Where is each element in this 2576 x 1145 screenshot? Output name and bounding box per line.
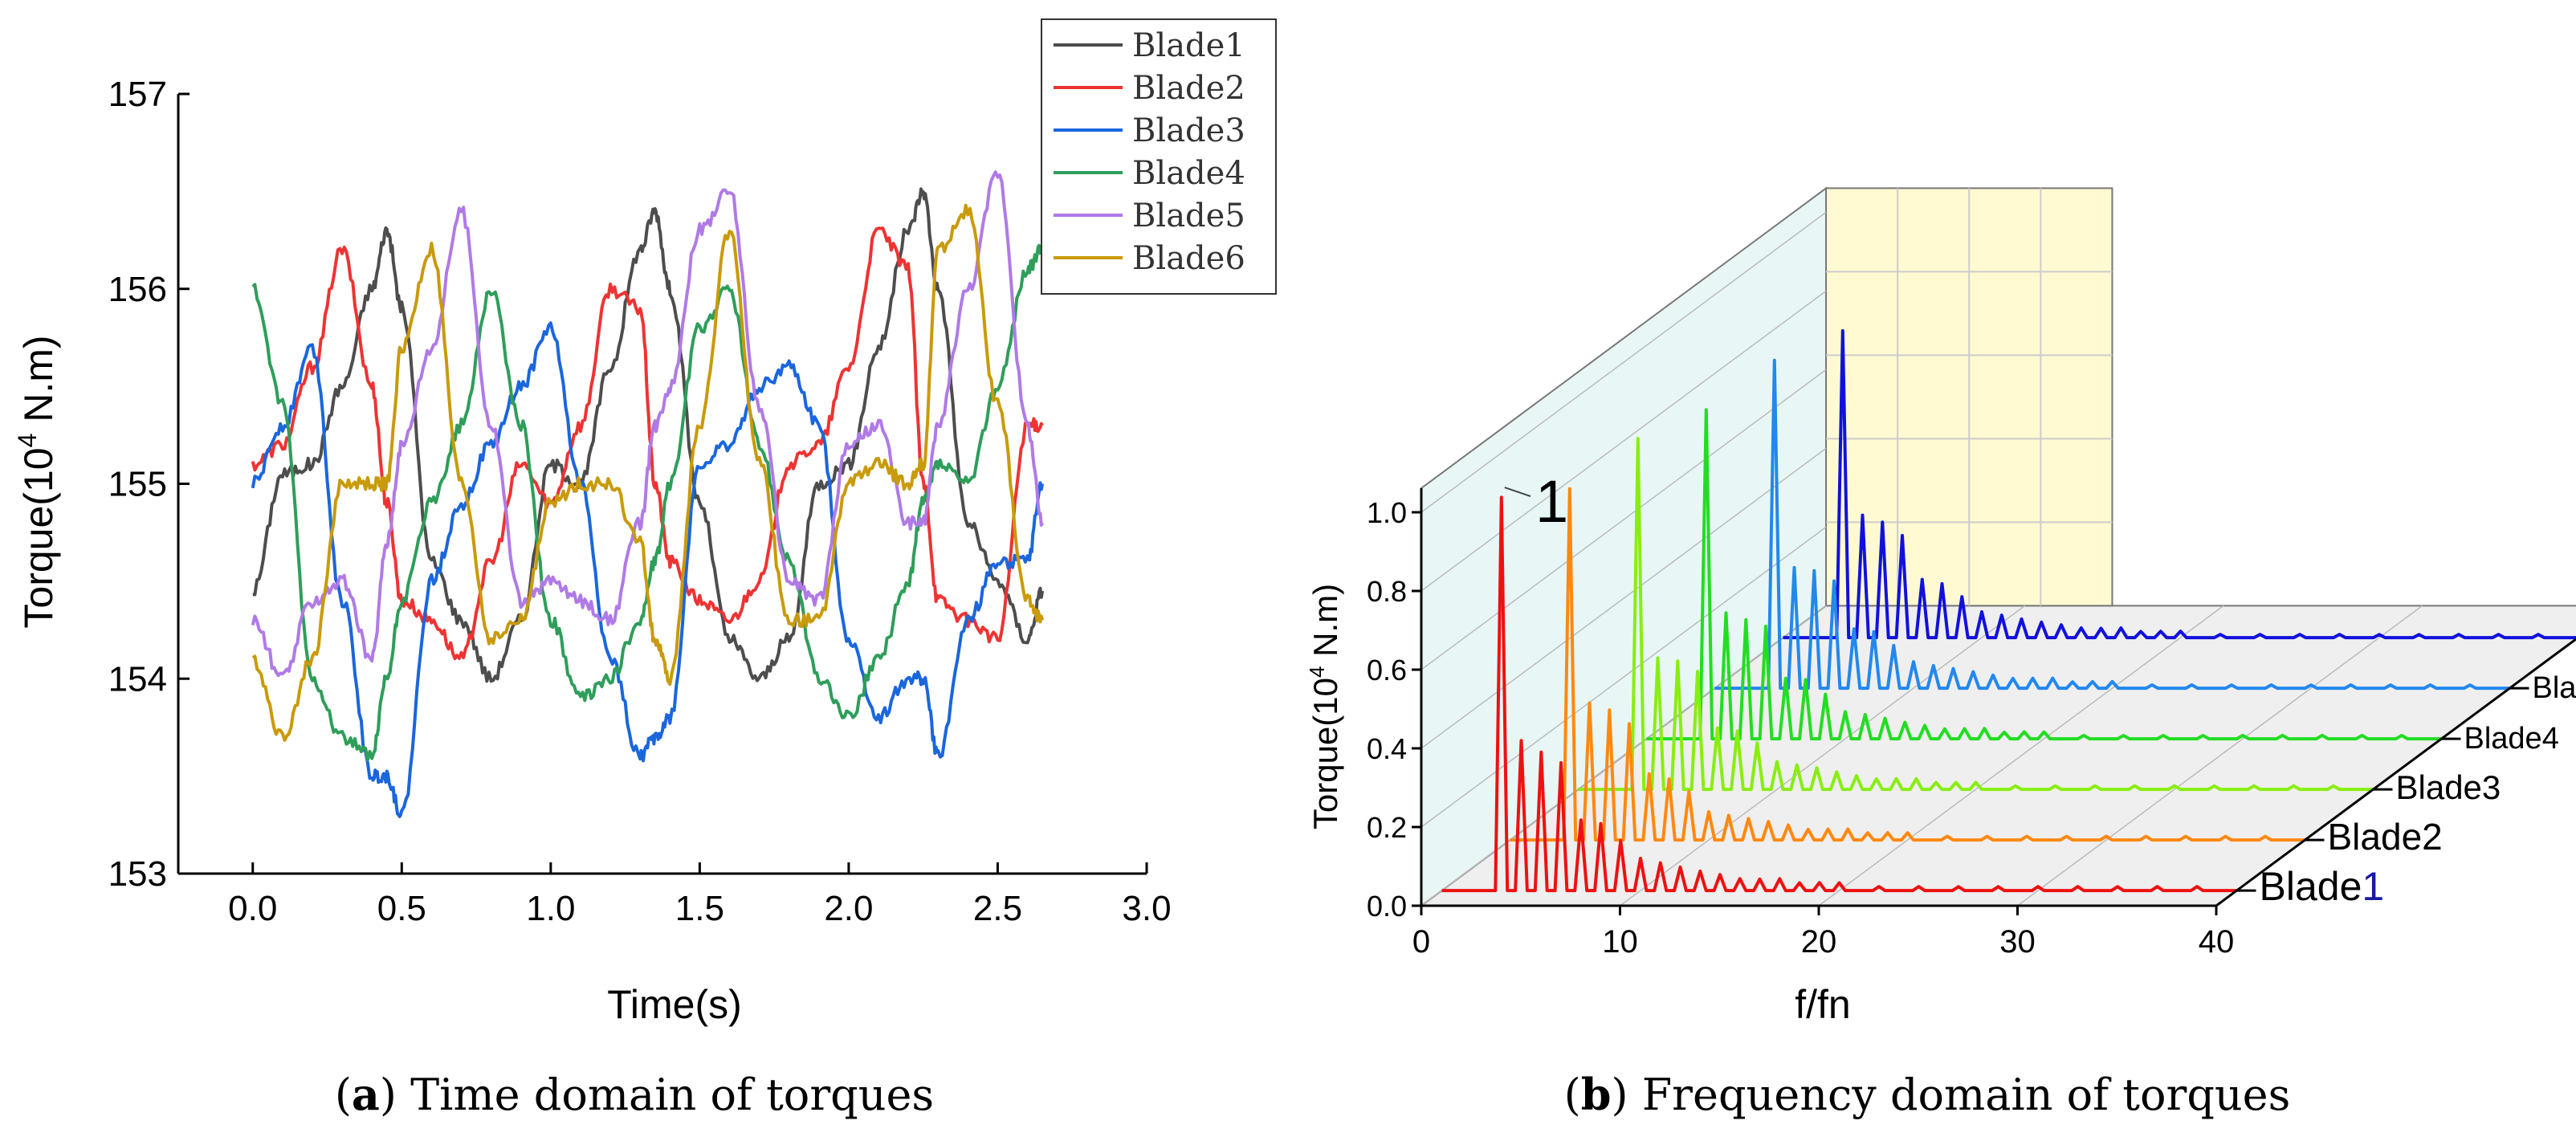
left-wall-grid-line [1420, 211, 1827, 513]
blade-label-1: Blade1 [2260, 864, 2385, 909]
left-wall-grid-line [1420, 447, 1827, 749]
floor-grid-line [1620, 605, 2025, 907]
time-y-tick-label: 156 [108, 270, 167, 309]
waterfall-walls [1418, 186, 2576, 907]
series-line-blade6 [251, 203, 1045, 742]
left-wall-grid-line [1420, 290, 1827, 592]
floor-grid-line [2017, 605, 2423, 907]
time-y-tick-label: 157 [108, 75, 167, 114]
caption-a: (a) Time domain of torques [335, 1069, 934, 1120]
floor-grid-line [1420, 605, 1827, 907]
caption-a-text: ) Time domain of torques [380, 1070, 934, 1120]
waterfall-ticks: 0.0 0.2 0.4 0.6 0.8 1.0 0 10 20 30 40 [1367, 488, 2234, 960]
freq-y-tick-label: 0.0 [1367, 890, 1407, 923]
time-y-tick-label: 154 [108, 659, 167, 699]
freq-y-tick-label: 0.2 [1367, 811, 1407, 844]
series-line-blade5 [251, 170, 1044, 678]
time-y-label-sup: 4 [13, 434, 42, 448]
freq-x-tick-label: 10 [1602, 924, 1638, 960]
time-y-label-tail: N.m) [16, 335, 61, 433]
annotation-label: 1 [1535, 468, 1568, 535]
spectrum-line-blade2 [1510, 487, 2305, 842]
caption-b: (b) Frequency domain of torques [1564, 1069, 2291, 1120]
caption-b-open: ( [1564, 1070, 1581, 1120]
freq-x-tick-label: 40 [2199, 924, 2235, 960]
time-x-tick-label: 0.0 [228, 889, 277, 928]
legend-label-blade2: Blade2 [1132, 70, 1245, 107]
blade-label-2: Blade2 [2328, 816, 2443, 858]
series-line-blade4 [251, 243, 1044, 762]
blade-label-text: Blade3 [2396, 768, 2501, 806]
spectrum-line-blade3 [1578, 437, 2374, 792]
time-series-lines [251, 170, 1045, 818]
freq-y-tick-label: 0.4 [1367, 732, 1407, 765]
time-y-label-main: Torque(10 [16, 447, 61, 628]
freq-x-tick-label: 20 [1801, 924, 1837, 960]
depth-axis-line [2215, 638, 2576, 907]
time-domain-chart: 153 154 155 156 157 0.0 0.5 1.0 1.5 2.0 2.5 3.0 Tor… [13, 18, 1277, 1120]
time-y-axis-label: Torque(104 N.m) [13, 335, 61, 628]
spectrum-line-blade4 [1646, 408, 2442, 741]
legend-box [1041, 18, 1277, 295]
blade-label-3: Blade3 [2396, 768, 2501, 806]
freq-y-label-main: Torque(10 [1306, 678, 1344, 829]
spectrum-line-blade1 [1441, 495, 2237, 893]
time-legend: Blade1 Blade2 Blade3 Blade4 Blade5 Blade6 [1041, 18, 1277, 295]
caption-a-label: a [352, 1069, 380, 1120]
waterfall-spectra: Blade6Blade5Blade4Blade3Blade2Blade11 [1441, 328, 2576, 909]
blade-label-4: Blade4 [2464, 722, 2559, 756]
freq-y-label-sup: 4 [1305, 666, 1329, 678]
freq-y-tick-label: 0.8 [1367, 575, 1407, 608]
floor-grid-line [1818, 605, 2224, 907]
freq-y-tick-label: 1.0 [1367, 496, 1407, 529]
time-y-tick-label: 155 [108, 465, 167, 504]
legend-label-blade4: Blade4 [1132, 155, 1245, 192]
freq-x-tick-label: 30 [1999, 924, 2036, 960]
spectrum-line-blade5 [1714, 358, 2510, 691]
caption-b-label: b [1581, 1069, 1612, 1120]
time-x-tick-label: 1.0 [526, 889, 575, 928]
freq-x-tick-label: 0 [1412, 924, 1430, 960]
freq-x-axis-label: f/fn [1795, 982, 1850, 1027]
time-x-tick-label: 2.0 [824, 889, 873, 928]
blade-label-text: Blade [2260, 864, 2362, 909]
time-axes: 153 154 155 156 157 0.0 0.5 1.0 1.5 2.0 2.5 3.0 [108, 75, 1172, 928]
blade-label-number: 1 [2362, 864, 2384, 909]
time-y-tick-label: 153 [108, 854, 167, 894]
blade-label-text: Blade2 [2328, 816, 2443, 858]
series-line-blade3 [251, 321, 1045, 818]
freq-y-label-tail: N.m) [1306, 584, 1344, 666]
blade-label-text: Blade4 [2464, 722, 2559, 756]
blade-label-text: Blade5 [2533, 671, 2576, 705]
frequency-domain-chart: Blade6Blade5Blade4Blade3Blade2Blade11 0.… [1305, 186, 2576, 1120]
time-x-axis-label: Time(s) [607, 982, 742, 1027]
time-x-tick-label: 3.0 [1122, 889, 1171, 928]
left-wall-grid-line [1420, 526, 1827, 828]
time-x-tick-label: 0.5 [377, 889, 426, 928]
series-line-blade2 [251, 226, 1044, 661]
caption-a-open: ( [335, 1070, 352, 1120]
time-x-tick-label: 2.5 [973, 889, 1022, 928]
legend-label-blade5: Blade5 [1132, 198, 1245, 234]
legend-label-blade1: Blade1 [1132, 27, 1245, 64]
freq-y-axis-label: Torque(104 N.m) [1305, 584, 1344, 829]
legend-label-blade3: Blade3 [1132, 112, 1245, 149]
left-wall-grid-line [1420, 369, 1827, 670]
legend-label-blade6: Blade6 [1132, 240, 1245, 277]
annotation-leader [1504, 487, 1531, 497]
blade-label-5: Blade5 [2533, 671, 2576, 705]
caption-b-text: ) Frequency domain of torques [1611, 1070, 2290, 1120]
freq-y-tick-label: 0.6 [1367, 654, 1407, 687]
series-line-blade1 [252, 187, 1045, 683]
time-x-tick-label: 1.5 [675, 889, 724, 928]
spectrum-line-blade6 [1783, 328, 2576, 640]
